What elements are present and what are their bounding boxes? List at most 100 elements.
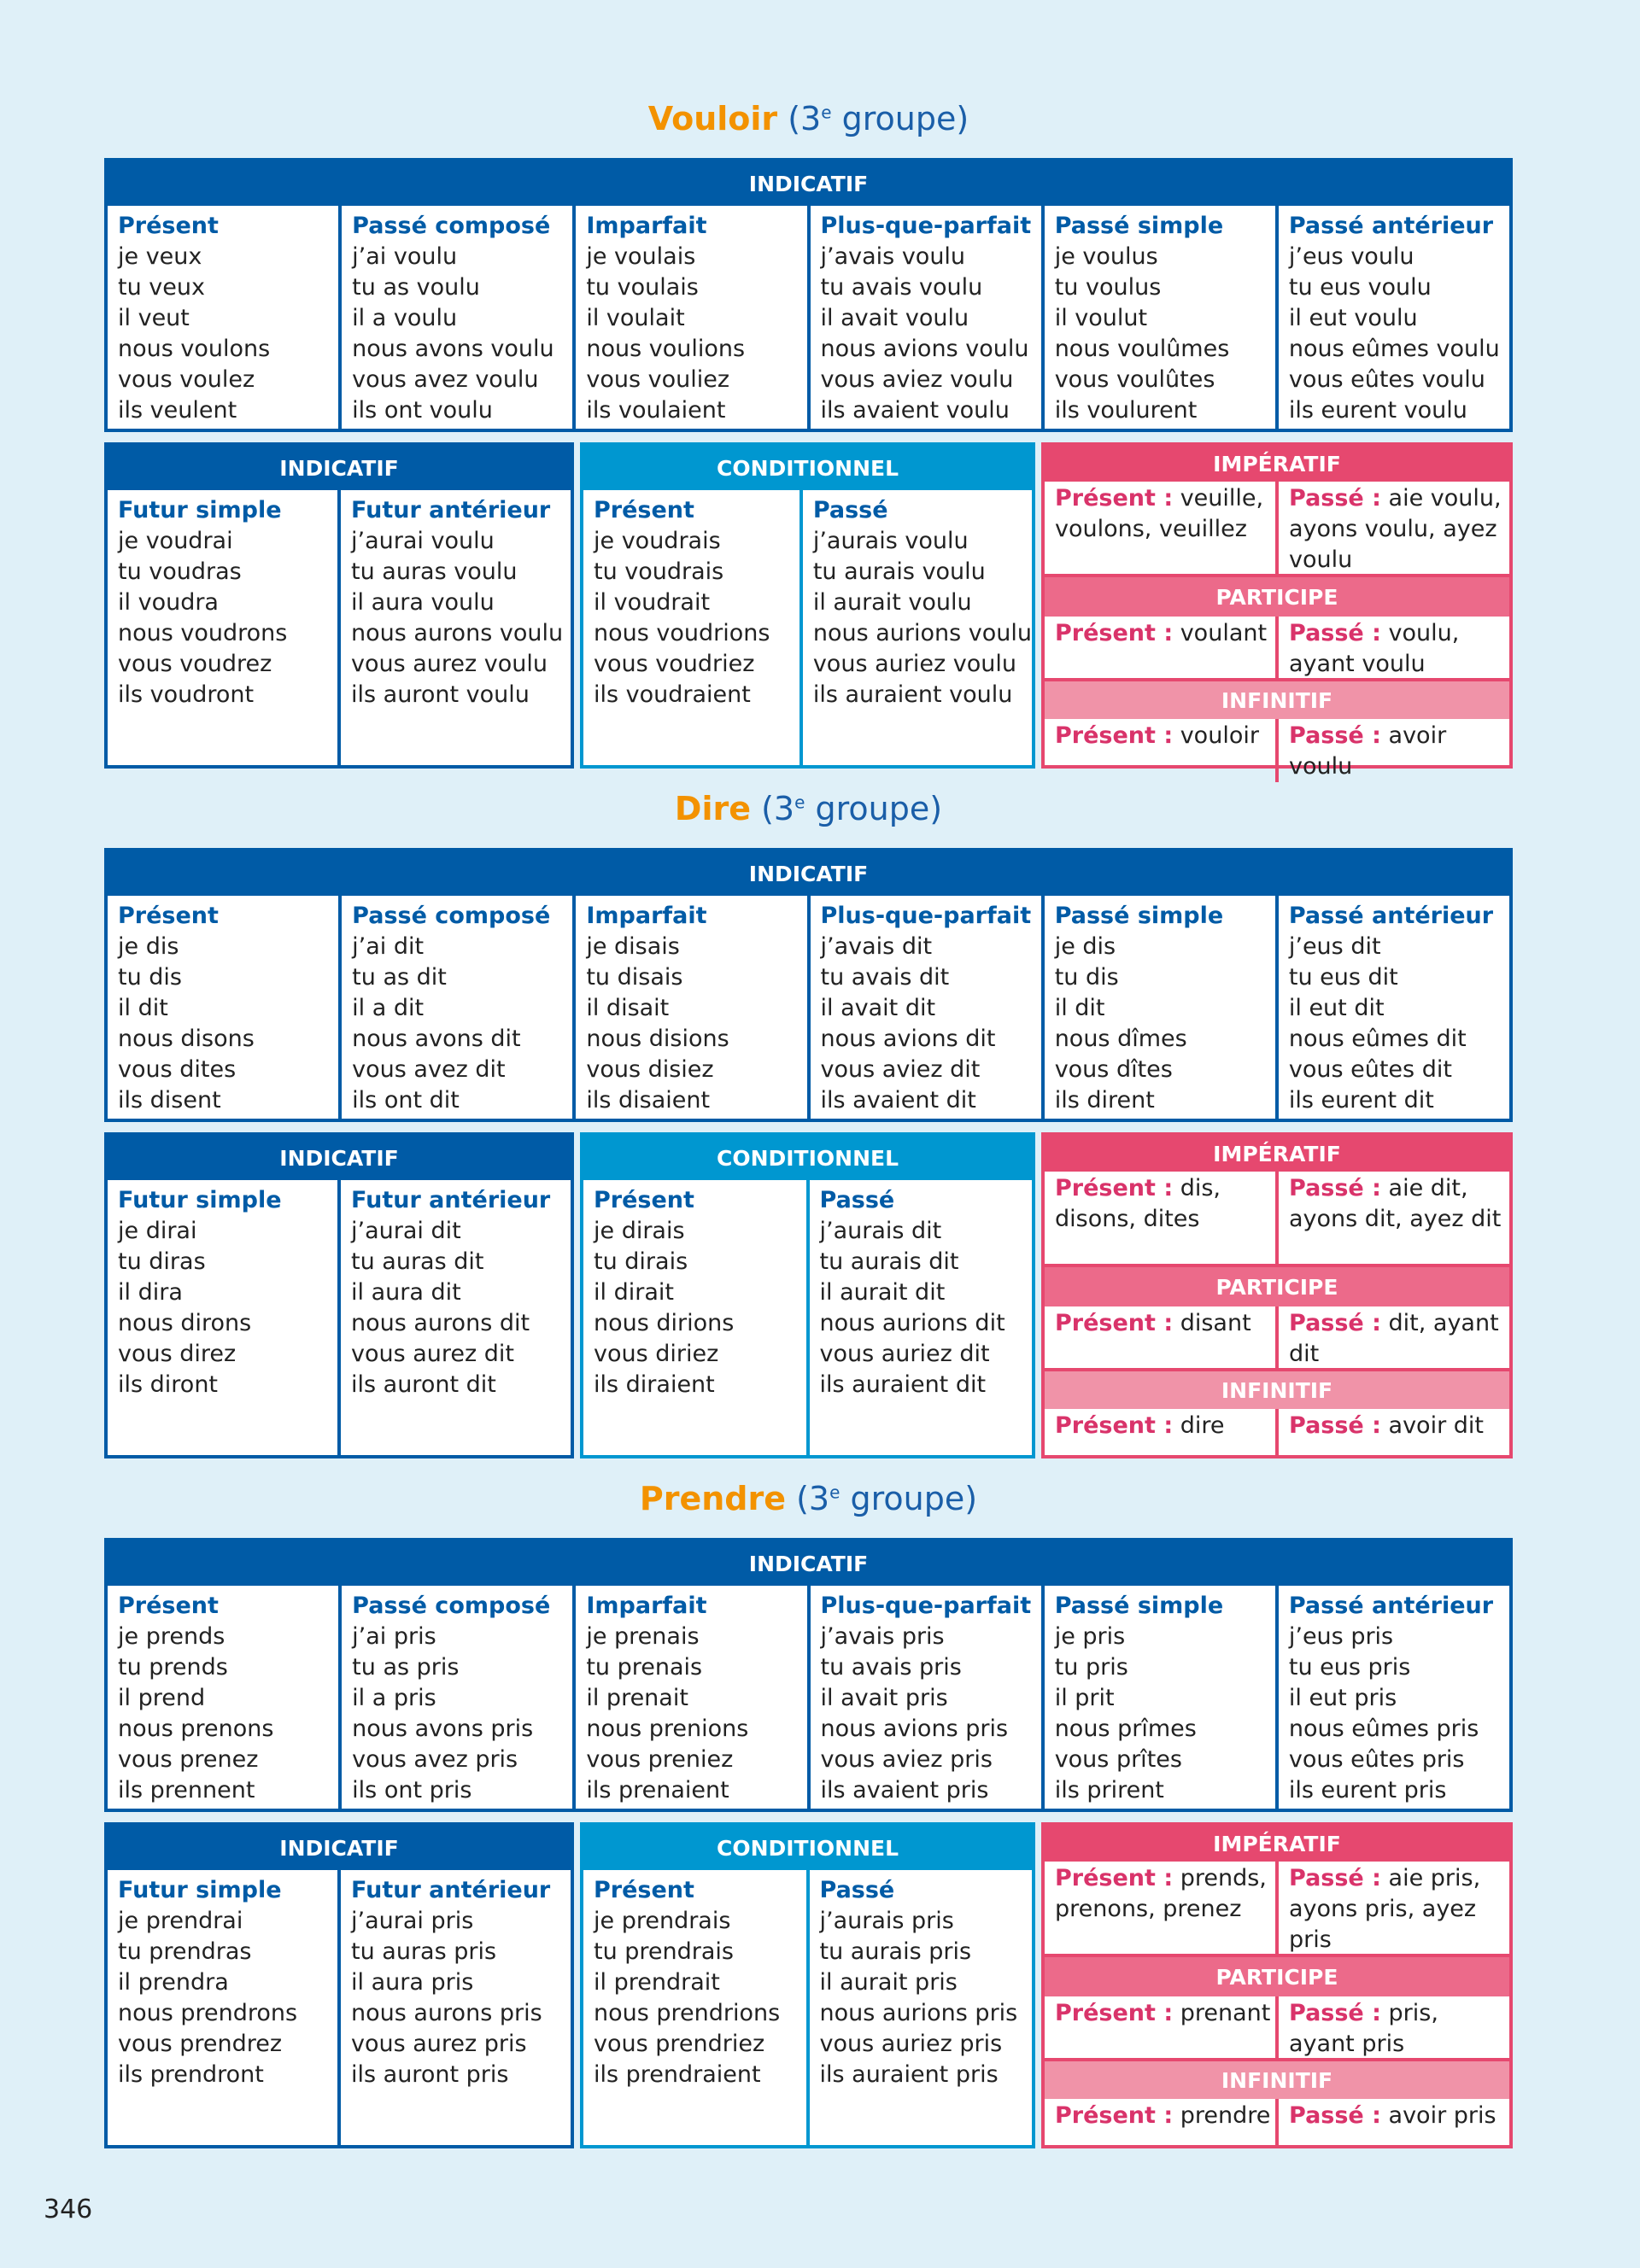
- conjugated-form: j’eus voulu: [1288, 243, 1414, 270]
- passe-cell: Passé : avoir dit: [1279, 1409, 1509, 1455]
- conjugated-form: vous diriez: [594, 1341, 719, 1367]
- passe-label: Passé :: [1289, 1310, 1381, 1336]
- conjugated-form: vous auriez dit: [819, 1341, 990, 1367]
- tense-heading: Futur simple: [118, 1187, 282, 1213]
- group-label: (3: [751, 790, 795, 827]
- passe-value: avoir pris: [1380, 2102, 1496, 2129]
- tense-heading: Présent: [594, 1877, 694, 1903]
- conjugated-form: vous avez dit: [352, 1056, 506, 1083]
- tense-heading: Plus-que-parfait: [820, 1593, 1032, 1619]
- conjugated-form: j’ai dit: [352, 933, 425, 960]
- conjugated-form: je dirais: [594, 1218, 685, 1244]
- conjugated-form: ils voulurent: [1054, 397, 1198, 424]
- tense-column: Futur antérieur j’aurai voulu tu auras vou…: [341, 490, 571, 765]
- tense-column: Présent je veux tu veux il veut nous voulons…: [108, 206, 343, 429]
- conditionnel-header: CONDITIONNEL: [583, 1136, 1032, 1180]
- conjugated-form: nous prenions: [586, 1716, 749, 1742]
- conjugated-form: tu prendras: [118, 1938, 252, 1965]
- group-sup: e: [821, 102, 832, 123]
- conjugated-form: ils auront pris: [351, 2061, 509, 2088]
- present-label: Présent :: [1055, 1865, 1174, 1891]
- passe-cell: Passé : avoir voulu: [1279, 719, 1509, 782]
- verb-section: Vouloir (3e groupe) INDICATIF Présent je v…: [104, 100, 1513, 848]
- conjugated-form: ils voulaient: [586, 397, 726, 424]
- conjugated-form: nous avions dit: [820, 1026, 996, 1052]
- tense-heading: Passé simple: [1054, 1593, 1224, 1619]
- conjugated-form: nous avions pris: [820, 1716, 1009, 1742]
- conjugated-form: nous disions: [586, 1026, 729, 1052]
- conjugated-form: j’aurais voulu: [812, 528, 969, 554]
- conjugated-form: tu voulais: [586, 274, 699, 301]
- present-label: Présent :: [1055, 722, 1174, 749]
- conjugated-form: il a voulu: [352, 305, 458, 331]
- present-label: Présent :: [1055, 2102, 1174, 2129]
- indicatif-header: INDICATIF: [108, 1541, 1509, 1586]
- conjugated-form: ils prirent: [1054, 1777, 1164, 1803]
- conjugated-form: nous disons: [118, 1026, 255, 1052]
- conjugated-form: il voudrait: [594, 589, 711, 616]
- passe-label: Passé :: [1289, 2102, 1381, 2129]
- participe-header: PARTICIPE: [1045, 1957, 1509, 1996]
- tense-column: Présent je dis tu dis il dit nous disons vous…: [108, 896, 343, 1119]
- group-label-end: groupe): [840, 1480, 978, 1517]
- conjugated-form: vous vouliez: [586, 366, 729, 393]
- present-value: prends, prenons, prenez: [1055, 1865, 1267, 1922]
- tense-heading: Futur simple: [118, 497, 282, 523]
- tense-heading: Passé: [819, 1187, 895, 1213]
- conjugated-form: j’ai pris: [352, 1623, 436, 1650]
- conjugated-form: je prendrais: [594, 1908, 731, 1934]
- tense-heading: Plus-que-parfait: [820, 903, 1032, 929]
- conjugated-form: vous eûtes pris: [1288, 1746, 1465, 1773]
- conditionnel-header: CONDITIONNEL: [583, 446, 1032, 490]
- conjugated-form: tu avais pris: [820, 1654, 962, 1681]
- indicatif-futur-table: INDICATIF Futur simple je voudrai tu voudra…: [104, 442, 574, 769]
- group-sup: e: [794, 792, 805, 813]
- conjugated-form: ils disaient: [586, 1087, 711, 1114]
- conjugated-form: il avait pris: [820, 1685, 948, 1711]
- tense-heading: Plus-que-parfait: [820, 213, 1032, 239]
- conjugated-form: nous voulons: [118, 336, 271, 362]
- passe-label: Passé :: [1289, 485, 1381, 511]
- imperatif-participe-infinitif-table: IMPÉRATIF Présent : dis, disons, dites Pas…: [1041, 1132, 1513, 1458]
- conjugated-form: vous disiez: [586, 1056, 714, 1083]
- conjugated-form: vous prenez: [118, 1746, 259, 1773]
- conjugated-form: vous voudrez: [118, 651, 272, 677]
- passe-value: aie pris, ayons pris, ayez pris: [1289, 1865, 1481, 1953]
- conjugated-form: tu auras pris: [351, 1938, 497, 1965]
- conjugated-form: ils prennent: [118, 1777, 255, 1803]
- conjugated-form: vous voulez: [118, 366, 255, 393]
- tense-column: Futur simple je voudrai tu voudras il voudr…: [108, 490, 341, 765]
- conjugated-form: j’aurais dit: [819, 1218, 942, 1244]
- tense-heading: Présent: [118, 213, 219, 239]
- passe-cell: Passé : pris, ayant pris: [1279, 1996, 1509, 2058]
- conjugated-form: tu prenais: [586, 1654, 703, 1681]
- imperatif-participe-infinitif-table: IMPÉRATIF Présent : veuille, voulons, veu…: [1041, 442, 1513, 782]
- conjugated-form: je veux: [118, 243, 202, 270]
- conjugated-form: j’avais dit: [820, 933, 933, 960]
- conjugated-form: il aurait dit: [819, 1279, 946, 1306]
- present-value: dire: [1173, 1412, 1225, 1439]
- conjugated-form: ils eurent dit: [1288, 1087, 1434, 1114]
- conjugated-form: je dirai: [118, 1218, 197, 1244]
- indicatif-header: INDICATIF: [108, 1826, 571, 1870]
- conjugated-form: j’ai voulu: [352, 243, 458, 270]
- tense-column: Plus-que-parfait j’avais dit tu avais dit i…: [811, 896, 1045, 1119]
- tense-heading: Passé antérieur: [1288, 213, 1494, 239]
- conjugated-form: ils prenaient: [586, 1777, 729, 1803]
- verb-title: Prendre (3e groupe): [104, 1480, 1513, 1517]
- conjugated-form: nous prendrions: [594, 2000, 781, 2026]
- conjugated-form: j’aurai dit: [351, 1218, 461, 1244]
- passe-cell: Passé : voulu, ayant voulu: [1279, 617, 1509, 678]
- conjugated-form: nous dirons: [118, 1310, 252, 1336]
- tense-heading: Présent: [118, 903, 219, 929]
- group-sup: e: [829, 1482, 840, 1503]
- present-cell: Présent : vouloir: [1045, 719, 1279, 782]
- conjugated-form: nous aurions dit: [819, 1310, 1005, 1336]
- present-label: Présent :: [1055, 1175, 1174, 1201]
- passe-label: Passé :: [1289, 2000, 1381, 2026]
- tense-column: Plus-que-parfait j’avais pris tu avais pri…: [811, 1586, 1045, 1809]
- indicatif-table: INDICATIF Présent je dis tu dis il dit nous d…: [104, 848, 1513, 1122]
- passe-value: avoir dit: [1380, 1412, 1484, 1439]
- conjugated-form: vous preniez: [586, 1746, 734, 1773]
- passe-value: pris, ayant pris: [1289, 2000, 1438, 2057]
